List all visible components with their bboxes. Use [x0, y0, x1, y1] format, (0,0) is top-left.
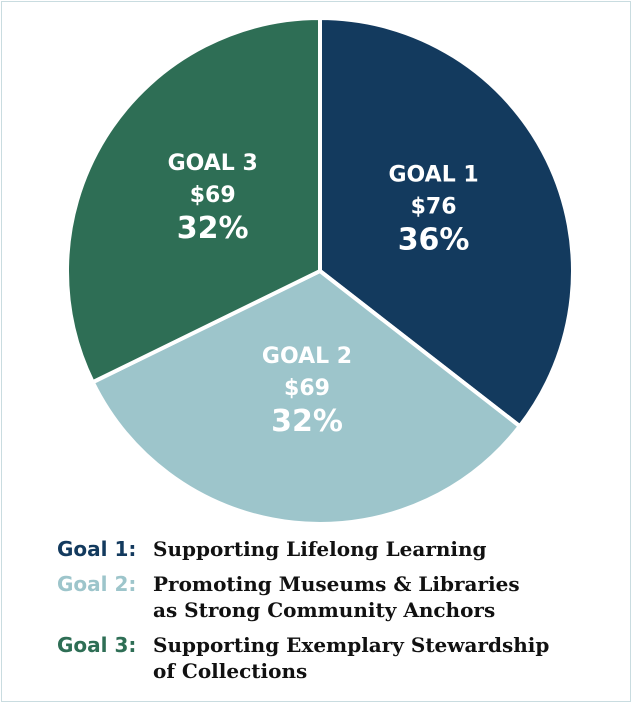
slice-percent-label-goal-2: 32%	[271, 404, 343, 439]
legend-text-goal-2: Promoting Museums & Libraries as Strong …	[153, 572, 520, 622]
pie-chart: GOAL 1 $76 36% GOAL 2 $69 32% GOAL 3 $69 32%	[65, 16, 575, 526]
pie-slice-goal-1	[318, 16, 575, 429]
legend: Goal 1: Supporting Lifelong Learning Goa…	[57, 536, 617, 693]
legend-key-goal-1: Goal 1:	[57, 537, 137, 561]
slice-amount-label-goal-1: $76	[411, 194, 457, 219]
legend-text-goal-1: Supporting Lifelong Learning	[153, 537, 487, 561]
slice-goal-label-goal-3: GOAL 3	[168, 151, 258, 176]
legend-item-goal-2: Goal 2: Promoting Museums & Libraries as…	[57, 571, 617, 623]
legend-key-goal-2: Goal 2:	[57, 572, 137, 596]
slice-percent-label-goal-3: 32%	[177, 211, 249, 246]
slice-amount-label-goal-2: $69	[284, 376, 330, 401]
pie-slices	[65, 16, 575, 526]
pie-slice-goal-2	[90, 269, 522, 526]
slice-goal-label-goal-2: GOAL 2	[262, 344, 352, 369]
slice-percent-label-goal-1: 36%	[398, 222, 470, 257]
pie-labels: GOAL 1 $76 36% GOAL 2 $69 32% GOAL 3 $69 32%	[168, 151, 479, 439]
legend-item-goal-3: Goal 3: Supporting Exemplary Stewardship…	[57, 632, 617, 684]
slice-amount-label-goal-3: $69	[190, 183, 236, 208]
legend-key-goal-3: Goal 3:	[57, 633, 137, 657]
legend-item-goal-1: Goal 1: Supporting Lifelong Learning	[57, 536, 617, 562]
legend-text-goal-3: Supporting Exemplary Stewardship of Coll…	[153, 633, 550, 683]
slice-goal-label-goal-1: GOAL 1	[389, 162, 479, 187]
pie-slice-goal-3	[65, 16, 322, 385]
